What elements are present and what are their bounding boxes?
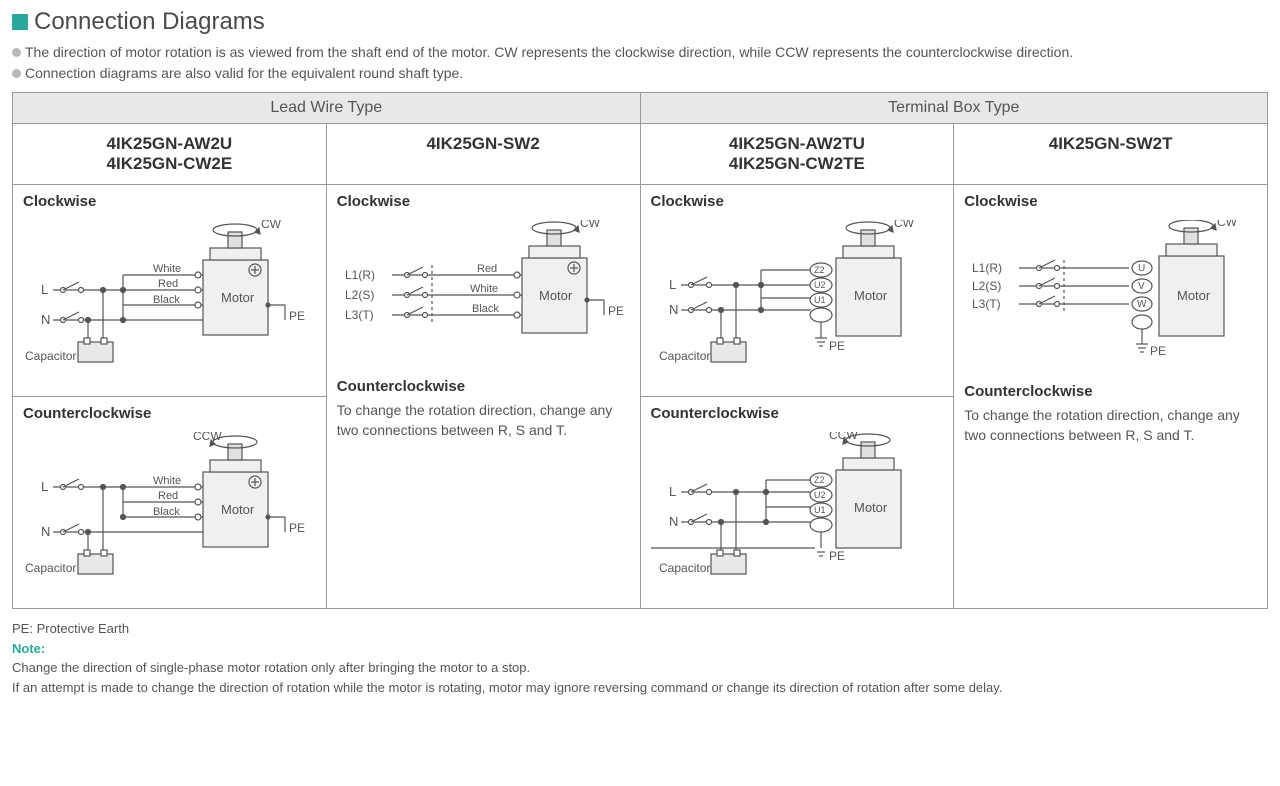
diagram-table: Lead Wire Type Terminal Box Type 4IK25GN… xyxy=(12,92,1268,609)
pe-definition: PE: Protective Earth xyxy=(12,619,1268,639)
svg-text:PE: PE xyxy=(829,339,845,353)
col1-ccw-cell: Counterclockwise xyxy=(13,397,327,609)
svg-text:Motor: Motor xyxy=(1177,288,1211,303)
svg-text:CCW: CCW xyxy=(829,432,858,442)
header-lead-wire: Lead Wire Type xyxy=(13,93,641,124)
svg-text:Red: Red xyxy=(158,490,178,502)
svg-text:White: White xyxy=(470,283,498,295)
svg-text:White: White xyxy=(153,475,181,487)
svg-text:CW: CW xyxy=(580,220,601,230)
svg-text:Motor: Motor xyxy=(221,290,255,305)
svg-text:L2(S): L2(S) xyxy=(345,288,374,302)
bullet-icon xyxy=(12,48,21,57)
diagram-col1-ccw: CCW Motor L N White Red Black PE Capacit… xyxy=(23,432,313,587)
svg-text:Red: Red xyxy=(477,263,497,275)
note-line-1: Change the direction of single-phase mot… xyxy=(12,658,1268,678)
note-line-2: If an attempt is made to change the dire… xyxy=(12,678,1268,698)
col2-cell: Clockwise xyxy=(326,185,640,609)
svg-text:V: V xyxy=(1138,281,1145,292)
svg-text:Motor: Motor xyxy=(854,288,888,303)
svg-text:Capacitor: Capacitor xyxy=(25,561,76,575)
diagram-col3-cw: CW Motor L N Z2 U2 U1 PE Capacitor xyxy=(651,220,941,375)
col4-cell: Clockwise xyxy=(954,185,1268,609)
svg-text:PE: PE xyxy=(829,549,845,563)
svg-text:PE: PE xyxy=(289,521,305,535)
svg-text:U2: U2 xyxy=(814,280,826,290)
svg-text:Capacitor: Capacitor xyxy=(659,561,710,575)
col4-ccw-note: To change the rotation direction, change… xyxy=(964,406,1257,445)
svg-text:L1(R): L1(R) xyxy=(345,268,375,282)
svg-text:L3(T): L3(T) xyxy=(972,297,1001,311)
diagram-col1-cw: CW Motor L N White Red Black PE Capacito… xyxy=(23,220,313,375)
svg-text:White: White xyxy=(153,263,181,275)
svg-text:Motor: Motor xyxy=(221,502,255,517)
model-col-4: 4IK25GN-SW2T xyxy=(954,124,1268,185)
model-col-2: 4IK25GN-SW2 xyxy=(326,124,640,185)
svg-text:Black: Black xyxy=(153,506,180,518)
svg-text:Z2: Z2 xyxy=(814,265,825,275)
title-square-icon xyxy=(12,14,28,30)
svg-text:Motor: Motor xyxy=(854,500,888,515)
diagram-col3-ccw: CCW Motor L N Z2 U2 U1 PE Capacitor xyxy=(651,432,941,587)
svg-text:U1: U1 xyxy=(814,505,826,515)
svg-text:Capacitor: Capacitor xyxy=(25,349,76,363)
svg-text:U1: U1 xyxy=(814,295,826,305)
model-col-1: 4IK25GN-AW2U 4IK25GN-CW2E xyxy=(13,124,327,185)
svg-text:CW: CW xyxy=(894,220,915,230)
svg-text:PE: PE xyxy=(289,309,305,323)
svg-text:CW: CW xyxy=(261,220,282,231)
svg-text:Z2: Z2 xyxy=(814,475,825,485)
intro-bullet-2: Connection diagrams are also valid for t… xyxy=(12,63,1268,84)
diagram-col4-cw: CW Motor L1(R) L2(S) L3(T) U V W PE xyxy=(964,220,1254,370)
svg-text:L: L xyxy=(669,277,676,292)
svg-text:Black: Black xyxy=(472,303,499,315)
svg-text:L3(T): L3(T) xyxy=(345,308,374,322)
note-label: Note: xyxy=(12,639,1268,659)
svg-text:N: N xyxy=(669,514,678,529)
svg-text:L1(R): L1(R) xyxy=(972,261,1002,275)
bullet-icon xyxy=(12,69,21,78)
svg-text:N: N xyxy=(41,312,50,327)
footer-notes: PE: Protective Earth Note: Change the di… xyxy=(12,619,1268,697)
svg-text:W: W xyxy=(1137,299,1147,310)
svg-text:N: N xyxy=(41,524,50,539)
page-title: Connection Diagrams xyxy=(34,8,265,36)
svg-text:L2(S): L2(S) xyxy=(972,279,1001,293)
header-terminal-box: Terminal Box Type xyxy=(640,93,1268,124)
page-title-row: Connection Diagrams xyxy=(12,8,1268,36)
svg-text:Black: Black xyxy=(153,294,180,306)
svg-text:CCW: CCW xyxy=(193,432,222,443)
col3-cw-cell: Clockwise xyxy=(640,185,954,397)
svg-text:L: L xyxy=(669,484,676,499)
svg-text:L: L xyxy=(41,282,48,297)
model-col-3: 4IK25GN-AW2TU 4IK25GN-CW2TE xyxy=(640,124,954,185)
diagram-col2-cw: CW Motor L1(R) L2(S) L3(T) Red White Bla… xyxy=(337,220,627,365)
svg-text:Red: Red xyxy=(158,278,178,290)
col2-ccw-note: To change the rotation direction, change… xyxy=(337,401,630,440)
svg-text:PE: PE xyxy=(1150,344,1166,358)
svg-text:U2: U2 xyxy=(814,490,826,500)
svg-text:CW: CW xyxy=(1217,220,1238,229)
intro-bullet-1: The direction of motor rotation is as vi… xyxy=(12,42,1268,63)
svg-text:N: N xyxy=(669,302,678,317)
svg-text:Motor: Motor xyxy=(539,288,573,303)
svg-text:PE: PE xyxy=(608,304,624,318)
svg-text:U: U xyxy=(1138,263,1145,274)
svg-text:Capacitor: Capacitor xyxy=(659,349,710,363)
col3-ccw-cell: Counterclockwise xyxy=(640,397,954,609)
svg-text:L: L xyxy=(41,479,48,494)
col1-cw-cell: Clockwise xyxy=(13,185,327,397)
